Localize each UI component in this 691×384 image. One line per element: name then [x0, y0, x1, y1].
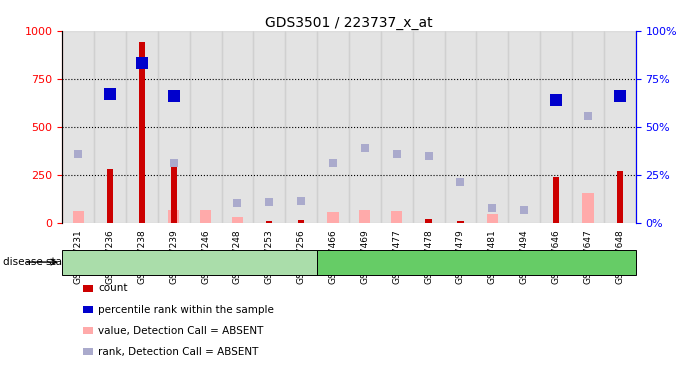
- Bar: [476, 31, 509, 223]
- Bar: [254, 31, 285, 223]
- Bar: [349, 31, 381, 223]
- Bar: [83, 348, 93, 355]
- Bar: [94, 31, 126, 223]
- Bar: [189, 31, 222, 223]
- Bar: [62, 250, 317, 275]
- Bar: [200, 210, 211, 223]
- Text: synchronous metastasis: synchronous metastasis: [413, 257, 540, 267]
- Bar: [572, 31, 604, 223]
- Bar: [107, 169, 113, 223]
- Bar: [317, 31, 349, 223]
- Text: count: count: [98, 283, 128, 293]
- Bar: [457, 221, 464, 223]
- Bar: [553, 177, 559, 223]
- Text: percentile rank within the sample: percentile rank within the sample: [98, 305, 274, 314]
- Bar: [158, 31, 189, 223]
- Bar: [266, 221, 272, 223]
- Bar: [83, 306, 93, 313]
- Text: disease state: disease state: [3, 257, 73, 267]
- Bar: [126, 31, 158, 223]
- Bar: [139, 42, 145, 223]
- Bar: [509, 31, 540, 223]
- Bar: [540, 31, 572, 223]
- Bar: [232, 217, 243, 223]
- Title: GDS3501 / 223737_x_at: GDS3501 / 223737_x_at: [265, 16, 433, 30]
- Bar: [83, 327, 93, 334]
- Bar: [486, 214, 498, 223]
- Bar: [83, 285, 93, 292]
- Bar: [359, 210, 370, 223]
- Bar: [444, 31, 476, 223]
- Bar: [604, 31, 636, 223]
- Text: rank, Detection Call = ABSENT: rank, Detection Call = ABSENT: [98, 347, 258, 357]
- Bar: [317, 250, 636, 275]
- Bar: [298, 220, 304, 223]
- Bar: [413, 31, 444, 223]
- Bar: [328, 212, 339, 223]
- Text: value, Detection Call = ABSENT: value, Detection Call = ABSENT: [98, 326, 263, 336]
- Bar: [583, 193, 594, 223]
- Bar: [168, 210, 179, 223]
- Bar: [616, 171, 623, 223]
- Bar: [285, 31, 317, 223]
- Bar: [426, 219, 432, 223]
- Bar: [391, 211, 402, 223]
- Bar: [73, 211, 84, 223]
- Bar: [171, 165, 177, 223]
- Text: metachronous metastasis: metachronous metastasis: [122, 257, 257, 267]
- Bar: [381, 31, 413, 223]
- Bar: [222, 31, 254, 223]
- Bar: [62, 31, 94, 223]
